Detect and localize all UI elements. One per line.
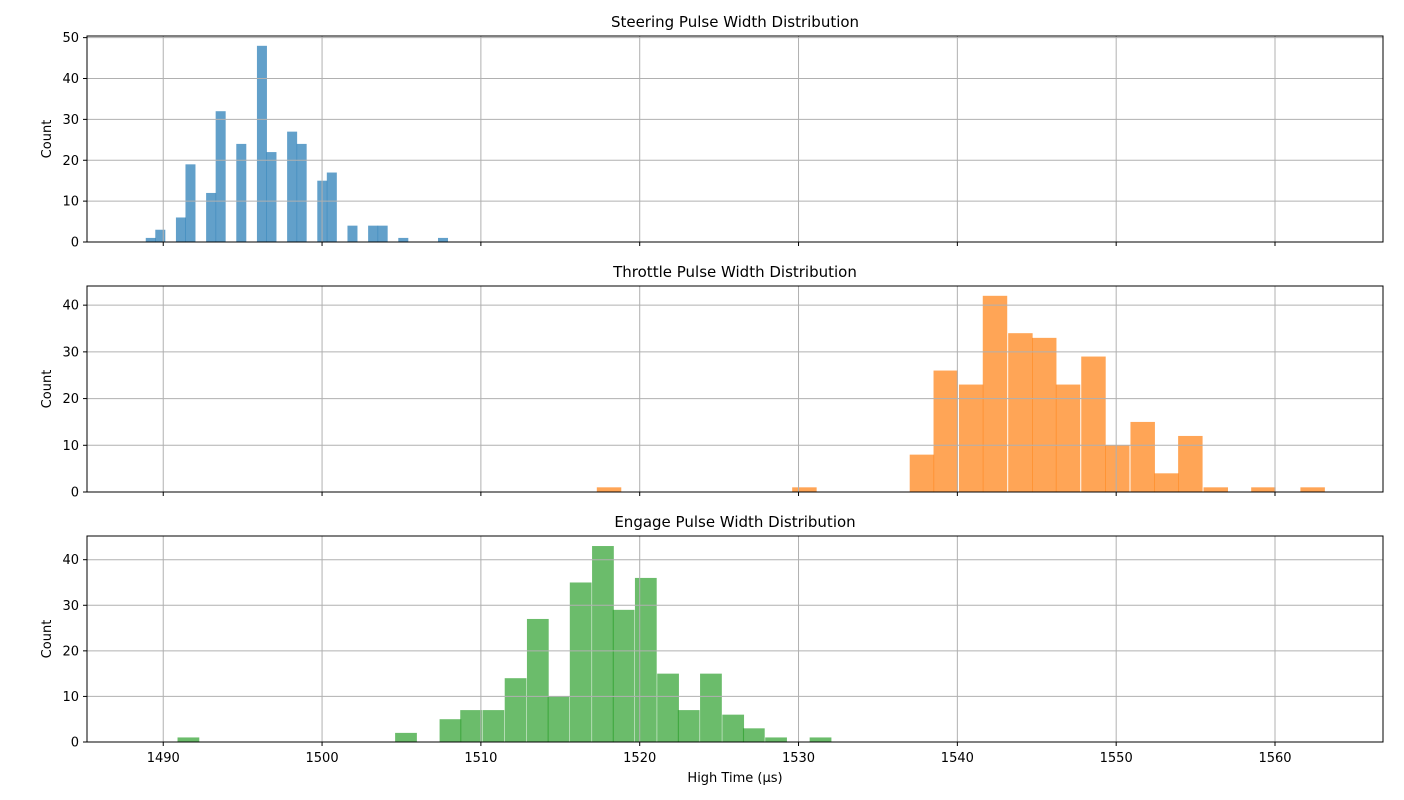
chart-title: Engage Pulse Width Distribution <box>614 513 855 531</box>
histogram-bar <box>1032 337 1057 492</box>
histogram-bar <box>215 111 226 243</box>
x-tick-label: 1530 <box>782 751 815 766</box>
histogram-bar <box>592 546 614 742</box>
y-tick-label: 0 <box>71 736 79 751</box>
histogram-bar <box>677 710 700 742</box>
histogram-bar <box>145 237 156 242</box>
y-tick-label: 40 <box>62 299 79 314</box>
x-axis-label: High Time (µs) <box>687 771 782 786</box>
histogram-bar <box>700 673 722 742</box>
y-axis-label: Count <box>40 620 55 659</box>
plot-frame <box>86 35 1384 243</box>
histogram-bar <box>347 225 358 242</box>
y-tick-label: 30 <box>62 113 79 128</box>
histogram-bar <box>398 237 409 242</box>
histogram-bar <box>1055 384 1081 492</box>
histogram-bar <box>547 696 570 742</box>
y-tick-label: 50 <box>62 31 79 46</box>
y-tick-label: 30 <box>62 345 79 360</box>
x-tick-label: 1500 <box>306 751 339 766</box>
histogram-bar <box>526 618 549 742</box>
histogram-bar <box>296 143 307 242</box>
histogram-bar <box>326 172 337 242</box>
histogram-bar <box>1300 487 1325 492</box>
histogram-bar <box>256 45 267 243</box>
y-tick-label: 0 <box>71 486 79 501</box>
y-axis-label: Count <box>40 370 55 409</box>
chart-panel-1: 0 10 20 30 40 50 Steering Pulse Width Distribu… <box>40 13 1384 251</box>
histogram-bar <box>482 710 505 742</box>
plot-frame <box>86 535 1384 743</box>
histogram-bar <box>982 295 1008 492</box>
y-tick-label: 40 <box>62 553 79 568</box>
histogram-bar <box>185 164 196 242</box>
y-tick-label: 10 <box>62 439 79 454</box>
histogram-bar <box>460 710 482 742</box>
histogram-bar <box>1154 473 1179 492</box>
histogram-bar <box>809 737 832 742</box>
x-tick-label: 1510 <box>464 751 497 766</box>
histogram-bar <box>175 217 186 242</box>
y-tick-label: 0 <box>71 236 79 251</box>
histogram-bar <box>177 737 200 742</box>
histogram-bar <box>368 225 379 242</box>
histogram-bar <box>287 131 298 242</box>
histogram-bar <box>1130 421 1155 492</box>
histogram-bar <box>206 192 217 242</box>
y-axis-label: Count <box>40 120 55 159</box>
histogram-bar <box>236 143 247 242</box>
histogram-bar <box>438 237 449 242</box>
histogram-bar <box>596 487 622 492</box>
histogram-bar <box>1203 487 1228 492</box>
y-tick-label: 10 <box>62 690 79 705</box>
histogram-bar <box>1008 333 1033 492</box>
chart-title: Steering Pulse Width Distribution <box>611 13 859 31</box>
x-tick-label: 1490 <box>147 751 180 766</box>
chart-panel-3: 0 10 20 30 40 1490 1500 1510 1520 1530 1540 1550 156… <box>40 513 1384 786</box>
histogram-bar <box>504 678 527 742</box>
histogram-bar <box>657 673 679 742</box>
x-tick-label: 1550 <box>1100 751 1133 766</box>
histogram-bar <box>933 370 958 492</box>
histogram-bar <box>722 714 745 742</box>
y-tick-label: 40 <box>62 72 79 87</box>
histogram-bar <box>742 728 765 742</box>
x-tick-label: 1520 <box>623 751 656 766</box>
histogram-bar <box>266 152 277 242</box>
histogram-bar <box>634 577 657 742</box>
histogram-bar <box>155 229 166 242</box>
histogram-bar <box>792 487 817 492</box>
histogram-bar <box>612 609 635 742</box>
histogram-bar <box>377 225 388 242</box>
histogram-bar <box>909 454 935 492</box>
histogram-bar <box>765 737 787 742</box>
histogram-bar <box>395 732 417 742</box>
histogram-bar <box>1178 435 1203 492</box>
y-tick-label: 20 <box>62 644 79 659</box>
y-tick-label: 20 <box>62 154 79 169</box>
plot-frame <box>86 285 1384 493</box>
histogram-bar <box>1105 445 1130 492</box>
histogram-bar <box>1251 487 1276 492</box>
histogram-bar <box>439 719 462 742</box>
y-tick-label: 20 <box>62 392 79 407</box>
chart-title: Throttle Pulse Width Distribution <box>612 263 857 281</box>
x-tick-label: 1560 <box>1258 751 1291 766</box>
x-tick-label: 1540 <box>941 751 974 766</box>
histogram-bar <box>1081 356 1106 492</box>
histogram-bar <box>958 384 984 492</box>
histogram-bar <box>569 582 592 742</box>
chart-panel-2: 0 10 20 30 40 Throttle Pulse Width Distributi… <box>40 263 1384 501</box>
y-tick-label: 30 <box>62 599 79 614</box>
y-tick-label: 10 <box>62 195 79 210</box>
